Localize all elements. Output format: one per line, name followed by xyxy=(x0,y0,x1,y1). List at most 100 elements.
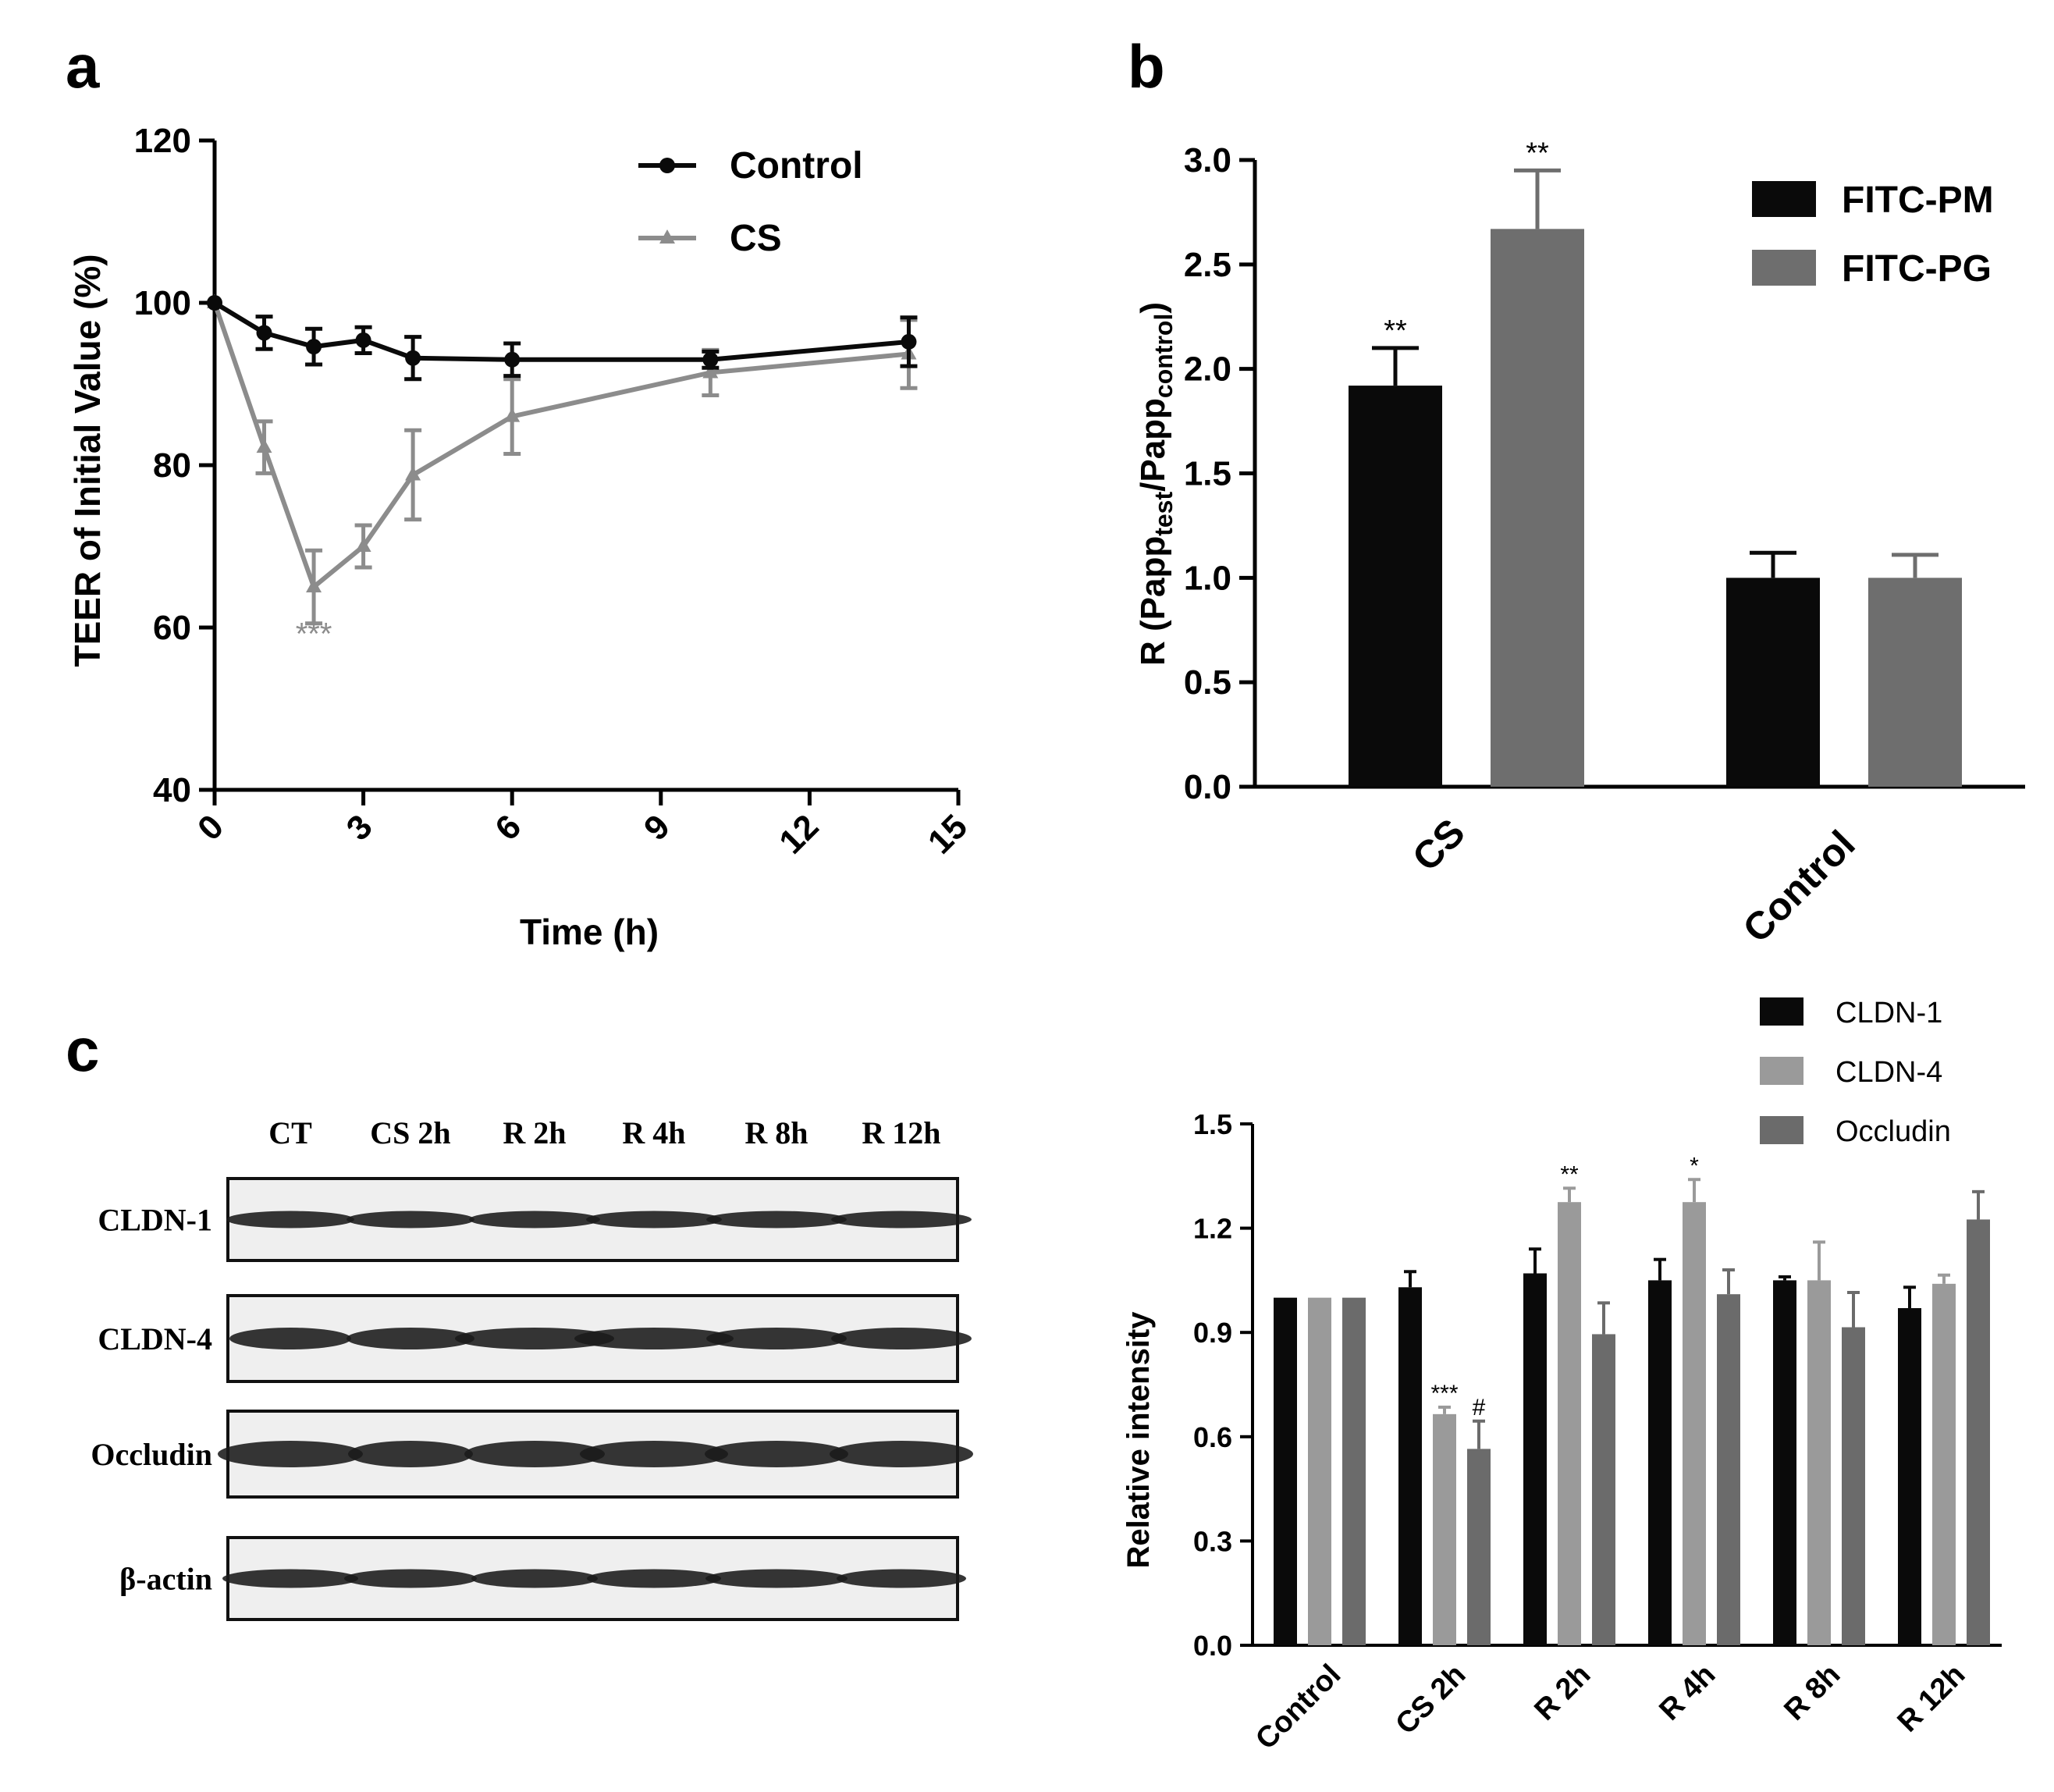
chart-c-category-label: R 2h xyxy=(1528,1659,1597,1727)
chart-b-significance: ** xyxy=(1526,137,1549,169)
bar-cldn-1-r4h xyxy=(1648,1280,1672,1645)
series-control-line xyxy=(213,300,909,362)
series-control-point xyxy=(901,333,917,350)
blot-band xyxy=(580,1441,728,1467)
legend-cldn-1-swatch xyxy=(1760,997,1803,1026)
legend-cldn-4-swatch xyxy=(1760,1057,1803,1085)
blot-band xyxy=(218,1441,363,1467)
legend-cldn-1-label: CLDN-1 xyxy=(1835,997,1942,1029)
bar-occludin-r12h xyxy=(1967,1219,1990,1645)
chart-c-significance: *** xyxy=(1430,1381,1458,1406)
blot-band xyxy=(586,1211,722,1228)
chart-b-ytick-label: 1.5 xyxy=(1184,455,1231,493)
blot-band xyxy=(455,1328,614,1349)
chart-a-ylabel: TEER of Initial Value (%) xyxy=(67,254,108,667)
series-control-point xyxy=(702,351,719,368)
series-cs-point xyxy=(405,466,421,481)
chart-c-significance: ** xyxy=(1560,1161,1579,1187)
blot-band xyxy=(705,1569,848,1588)
chart-c: 0.00.30.60.91.21.5 ***#** * Relative inte… xyxy=(1121,997,2002,1756)
chart-b-ytick-label: 2.0 xyxy=(1184,350,1231,389)
series-cs-point xyxy=(306,578,322,592)
blot-lane-label: R 2h xyxy=(503,1115,566,1150)
bar-fitc-pg-control xyxy=(1868,578,1962,787)
blot-lane-label: CT xyxy=(268,1115,312,1150)
western-blot: CT CS 2h R 2h R 4h R 8h R 12h CLDN-1 CLDN-4 Occ… xyxy=(91,1115,973,1621)
blot-band xyxy=(469,1211,600,1228)
chart-a-ytick-label: 40 xyxy=(153,771,191,809)
chart-a-xlabel: Time (h) xyxy=(520,912,659,952)
chart-b-ytick-label: 0.0 xyxy=(1184,768,1231,806)
bar-occludin-control xyxy=(1342,1297,1366,1645)
series-cs-point xyxy=(702,364,719,379)
bar-cldn-4-r8h xyxy=(1807,1280,1831,1645)
bar-occludin-r8h xyxy=(1842,1327,1865,1645)
chart-a-xtick-label: 9 xyxy=(637,807,677,848)
series-cs-line xyxy=(212,302,909,592)
chart-c-significance: * xyxy=(1690,1153,1699,1179)
series-control-point xyxy=(256,325,272,341)
series-control-point xyxy=(306,339,322,355)
blot-lane-label: R 12h xyxy=(862,1115,940,1150)
chart-a-xtick-label: 0 xyxy=(190,807,231,848)
chart-c-ytick-label: 1.5 xyxy=(1193,1108,1232,1140)
chart-a-ytick-label: 120 xyxy=(134,122,191,160)
blot-band xyxy=(831,1211,972,1228)
blot-row-label: CLDN-1 xyxy=(98,1203,212,1238)
chart-c-category-label: R 12h xyxy=(1891,1659,1971,1739)
chart-a-annotation: *** xyxy=(296,617,332,651)
series-control-point xyxy=(355,332,371,348)
legend-control-label: Control xyxy=(730,145,863,187)
chart-c-category-label: R 8h xyxy=(1778,1659,1846,1727)
panel-label-a: a xyxy=(66,32,100,101)
chart-b-ytick-label: 1.0 xyxy=(1184,559,1231,597)
chart-a-xtick-label: 15 xyxy=(921,807,975,861)
bar-cldn-4-r2h xyxy=(1558,1202,1581,1645)
chart-c-ytick-label: 0.9 xyxy=(1193,1317,1232,1349)
chart-c-ytick-label: 0.3 xyxy=(1193,1525,1232,1557)
chart-a-xtick-label: 6 xyxy=(488,807,528,848)
chart-c-ytick-label: 1.2 xyxy=(1193,1213,1232,1245)
blot-band xyxy=(464,1441,605,1467)
blot-row-label: Occludin xyxy=(91,1437,212,1472)
legend-cs-label: CS xyxy=(730,218,782,259)
series-control-point xyxy=(504,351,521,368)
chart-a-ytick-label: 80 xyxy=(153,446,191,485)
chart-a-ytick-label: 60 xyxy=(153,609,191,647)
legend-occludin-swatch xyxy=(1760,1116,1803,1144)
bar-cldn-4-r12h xyxy=(1932,1283,1956,1645)
legend-fitc-pg-swatch xyxy=(1752,250,1816,286)
bar-fitc-pg-cs xyxy=(1491,229,1584,788)
chart-c-ytick-label: 0.6 xyxy=(1193,1421,1232,1453)
bar-cldn-1-r2h xyxy=(1523,1273,1547,1645)
blot-band xyxy=(471,1569,598,1588)
chart-c-category-label: CS 2h xyxy=(1390,1659,1473,1741)
legend-cs-marker xyxy=(659,229,675,244)
chart-c-category-label: Control xyxy=(1249,1659,1347,1756)
chart-b-category-label: CS xyxy=(1404,810,1473,880)
bar-cldn-1-control xyxy=(1274,1297,1297,1645)
blot-band xyxy=(348,1441,473,1467)
bar-fitc-pm-cs xyxy=(1349,386,1442,788)
legend-fitc-pg-label: FITC-PG xyxy=(1842,248,1992,290)
panel-label-b: b xyxy=(1128,32,1165,101)
chart-c-category-label: R 4h xyxy=(1653,1659,1722,1727)
bar-cldn-4-control xyxy=(1308,1297,1331,1645)
chart-c-ytick-label: 0.0 xyxy=(1193,1630,1232,1662)
blot-band xyxy=(587,1569,721,1588)
blot-band xyxy=(226,1211,354,1228)
bar-occludin-cs2h xyxy=(1467,1449,1491,1645)
bar-cldn-1-r12h xyxy=(1898,1308,1921,1645)
chart-a-xtick-label: 12 xyxy=(772,807,826,861)
bar-fitc-pm-control xyxy=(1726,578,1820,787)
blot-row-label: CLDN-4 xyxy=(98,1321,212,1356)
blot-band xyxy=(831,1328,972,1349)
chart-b-ylabel: R (Papptest/Pappcontrol) xyxy=(1134,302,1178,666)
blot-row-label: β-actin xyxy=(119,1562,212,1597)
blot-band xyxy=(837,1569,966,1588)
chart-b-ytick-label: 0.5 xyxy=(1184,663,1231,702)
series-cs-point xyxy=(355,538,371,552)
chart-a-ytick-label: 100 xyxy=(134,284,191,322)
chart-b-ytick-label: 3.0 xyxy=(1184,141,1231,180)
